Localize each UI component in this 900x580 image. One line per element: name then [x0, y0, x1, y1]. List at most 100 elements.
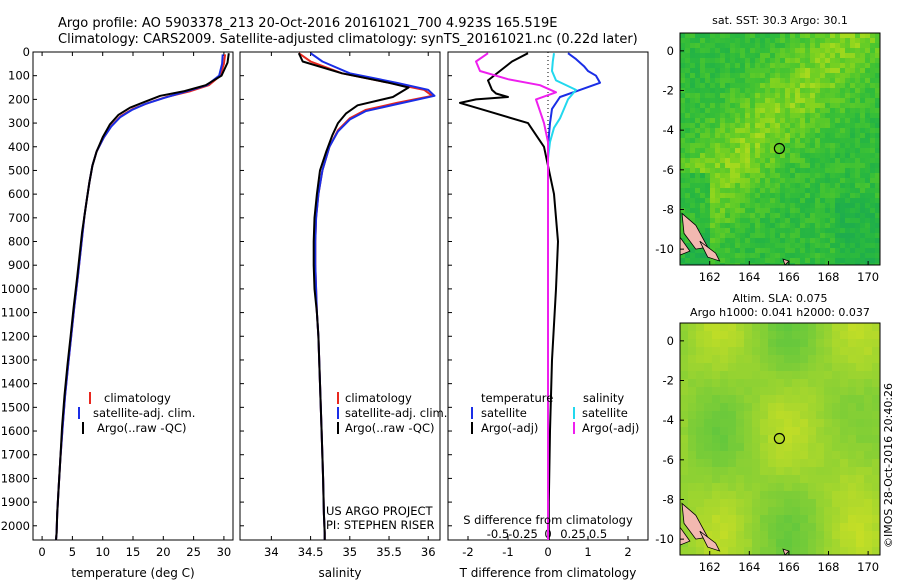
sst-map-cell — [780, 63, 786, 69]
sst-map-cell — [705, 103, 711, 109]
sst-map-cell — [700, 143, 706, 149]
sst-map-cell — [720, 113, 726, 119]
sla-map-cell — [848, 395, 857, 404]
sst-map-cell — [825, 108, 831, 114]
sst-map-cell — [705, 198, 711, 204]
sst-map-cell — [835, 218, 841, 224]
sla-map-cell — [808, 379, 817, 388]
sst-map-cell — [730, 153, 736, 159]
sst-map-cell — [870, 253, 876, 259]
sst-map-cell — [805, 263, 811, 265]
sla-map-cell — [840, 403, 849, 412]
sst-map-cell — [730, 203, 736, 209]
sst-map-cell — [850, 58, 856, 64]
sst-map-cell — [770, 78, 776, 84]
sst-map-cell — [735, 163, 741, 169]
sst-map-cell — [735, 168, 741, 174]
sla-map-cell — [696, 411, 705, 420]
legend-label-argo: Argo(..raw -QC) — [345, 421, 435, 435]
sst-map-cell — [680, 203, 686, 209]
sst-map-cell — [690, 248, 696, 254]
sla-map-cell — [808, 411, 817, 420]
sst-map-cell — [820, 173, 826, 179]
sst-map-cell — [750, 63, 756, 69]
sst-map-cell — [815, 123, 821, 129]
temperature-xtick-label: 5 — [69, 545, 76, 559]
sst-map-cell — [695, 223, 701, 229]
sst-map-cell — [780, 143, 786, 149]
sst-map-cell — [820, 178, 826, 184]
sst-map-cell — [790, 33, 796, 39]
sst-map-cell — [760, 158, 766, 164]
sst-map-cell — [795, 158, 801, 164]
sst-map-cell — [815, 193, 821, 199]
sla-map-cell — [688, 403, 697, 412]
sst-map-cell — [680, 258, 686, 264]
sst-map-cell — [825, 238, 831, 244]
sla-map-cell — [808, 523, 817, 532]
sst-map-cell — [760, 113, 766, 119]
sla-map-cell — [824, 419, 833, 428]
sst-map-cell — [860, 98, 866, 104]
sla-map-cell — [760, 395, 769, 404]
sst-map-cell — [875, 178, 880, 184]
sst-map-cell — [710, 38, 716, 44]
sst-map-cell — [685, 178, 691, 184]
sst-map-cell — [750, 163, 756, 169]
sst-map-cell — [860, 208, 866, 214]
sst-map-cell — [820, 73, 826, 79]
sla-map-cell — [864, 347, 873, 356]
sst-map-cell — [790, 238, 796, 244]
sst-map-cell — [755, 183, 761, 189]
sla-map-cell — [704, 411, 713, 420]
sst-map-cell — [770, 143, 776, 149]
salinity-xtick-label: 34.5 — [298, 545, 324, 559]
sst-map-cell — [745, 163, 751, 169]
sst-map-cell — [850, 98, 856, 104]
sst-map-cell — [800, 73, 806, 79]
sst-map-cell — [860, 128, 866, 134]
sst-map-cell — [710, 228, 716, 234]
sst-map-cell — [840, 83, 846, 89]
sst-map-cell — [790, 48, 796, 54]
sla-map-cell — [840, 395, 849, 404]
sst-map-cell — [760, 163, 766, 169]
sst-map-cell — [835, 78, 841, 84]
sla-map-cell — [848, 323, 857, 332]
sla-map-cell — [856, 355, 865, 364]
sst-map-cell — [865, 253, 871, 259]
sst-map-cell — [770, 138, 776, 144]
sst-map-cell — [690, 203, 696, 209]
sst-map-cell — [840, 143, 846, 149]
sst-map-cell — [785, 153, 791, 159]
island-landmass — [681, 212, 709, 250]
sst-map-cell — [830, 78, 836, 84]
sla-map-cell — [792, 507, 801, 516]
sst-map-cell — [815, 213, 821, 219]
sst-map-cell — [695, 128, 701, 134]
sla-map-cell — [808, 443, 817, 452]
sst-map-cell — [785, 228, 791, 234]
sst-map-cell — [860, 33, 866, 39]
sst-map-cell — [725, 253, 731, 259]
sst-map-cell — [865, 53, 871, 59]
sla-map-cell — [840, 547, 849, 555]
sst-map-cell — [750, 58, 756, 64]
sst-map-cell — [855, 73, 861, 79]
sst-map-cell — [730, 218, 736, 224]
sst-map-cell — [715, 38, 721, 44]
sst-map-cell — [870, 93, 876, 99]
sla-map-cell — [792, 547, 801, 555]
sst-map-cell — [730, 133, 736, 139]
sst-map-cell — [805, 198, 811, 204]
sla-map-cell — [856, 523, 865, 532]
sst-map-cell — [750, 123, 756, 129]
sst-map-cell — [850, 88, 856, 94]
sst-map-cell — [845, 63, 851, 69]
sst-map-cell — [805, 208, 811, 214]
sst-map-cell — [705, 223, 711, 229]
sla-map-cell — [800, 435, 809, 444]
sla-map-cell — [872, 539, 880, 548]
sst-map-cell — [740, 108, 746, 114]
sst-map-cell — [760, 83, 766, 89]
